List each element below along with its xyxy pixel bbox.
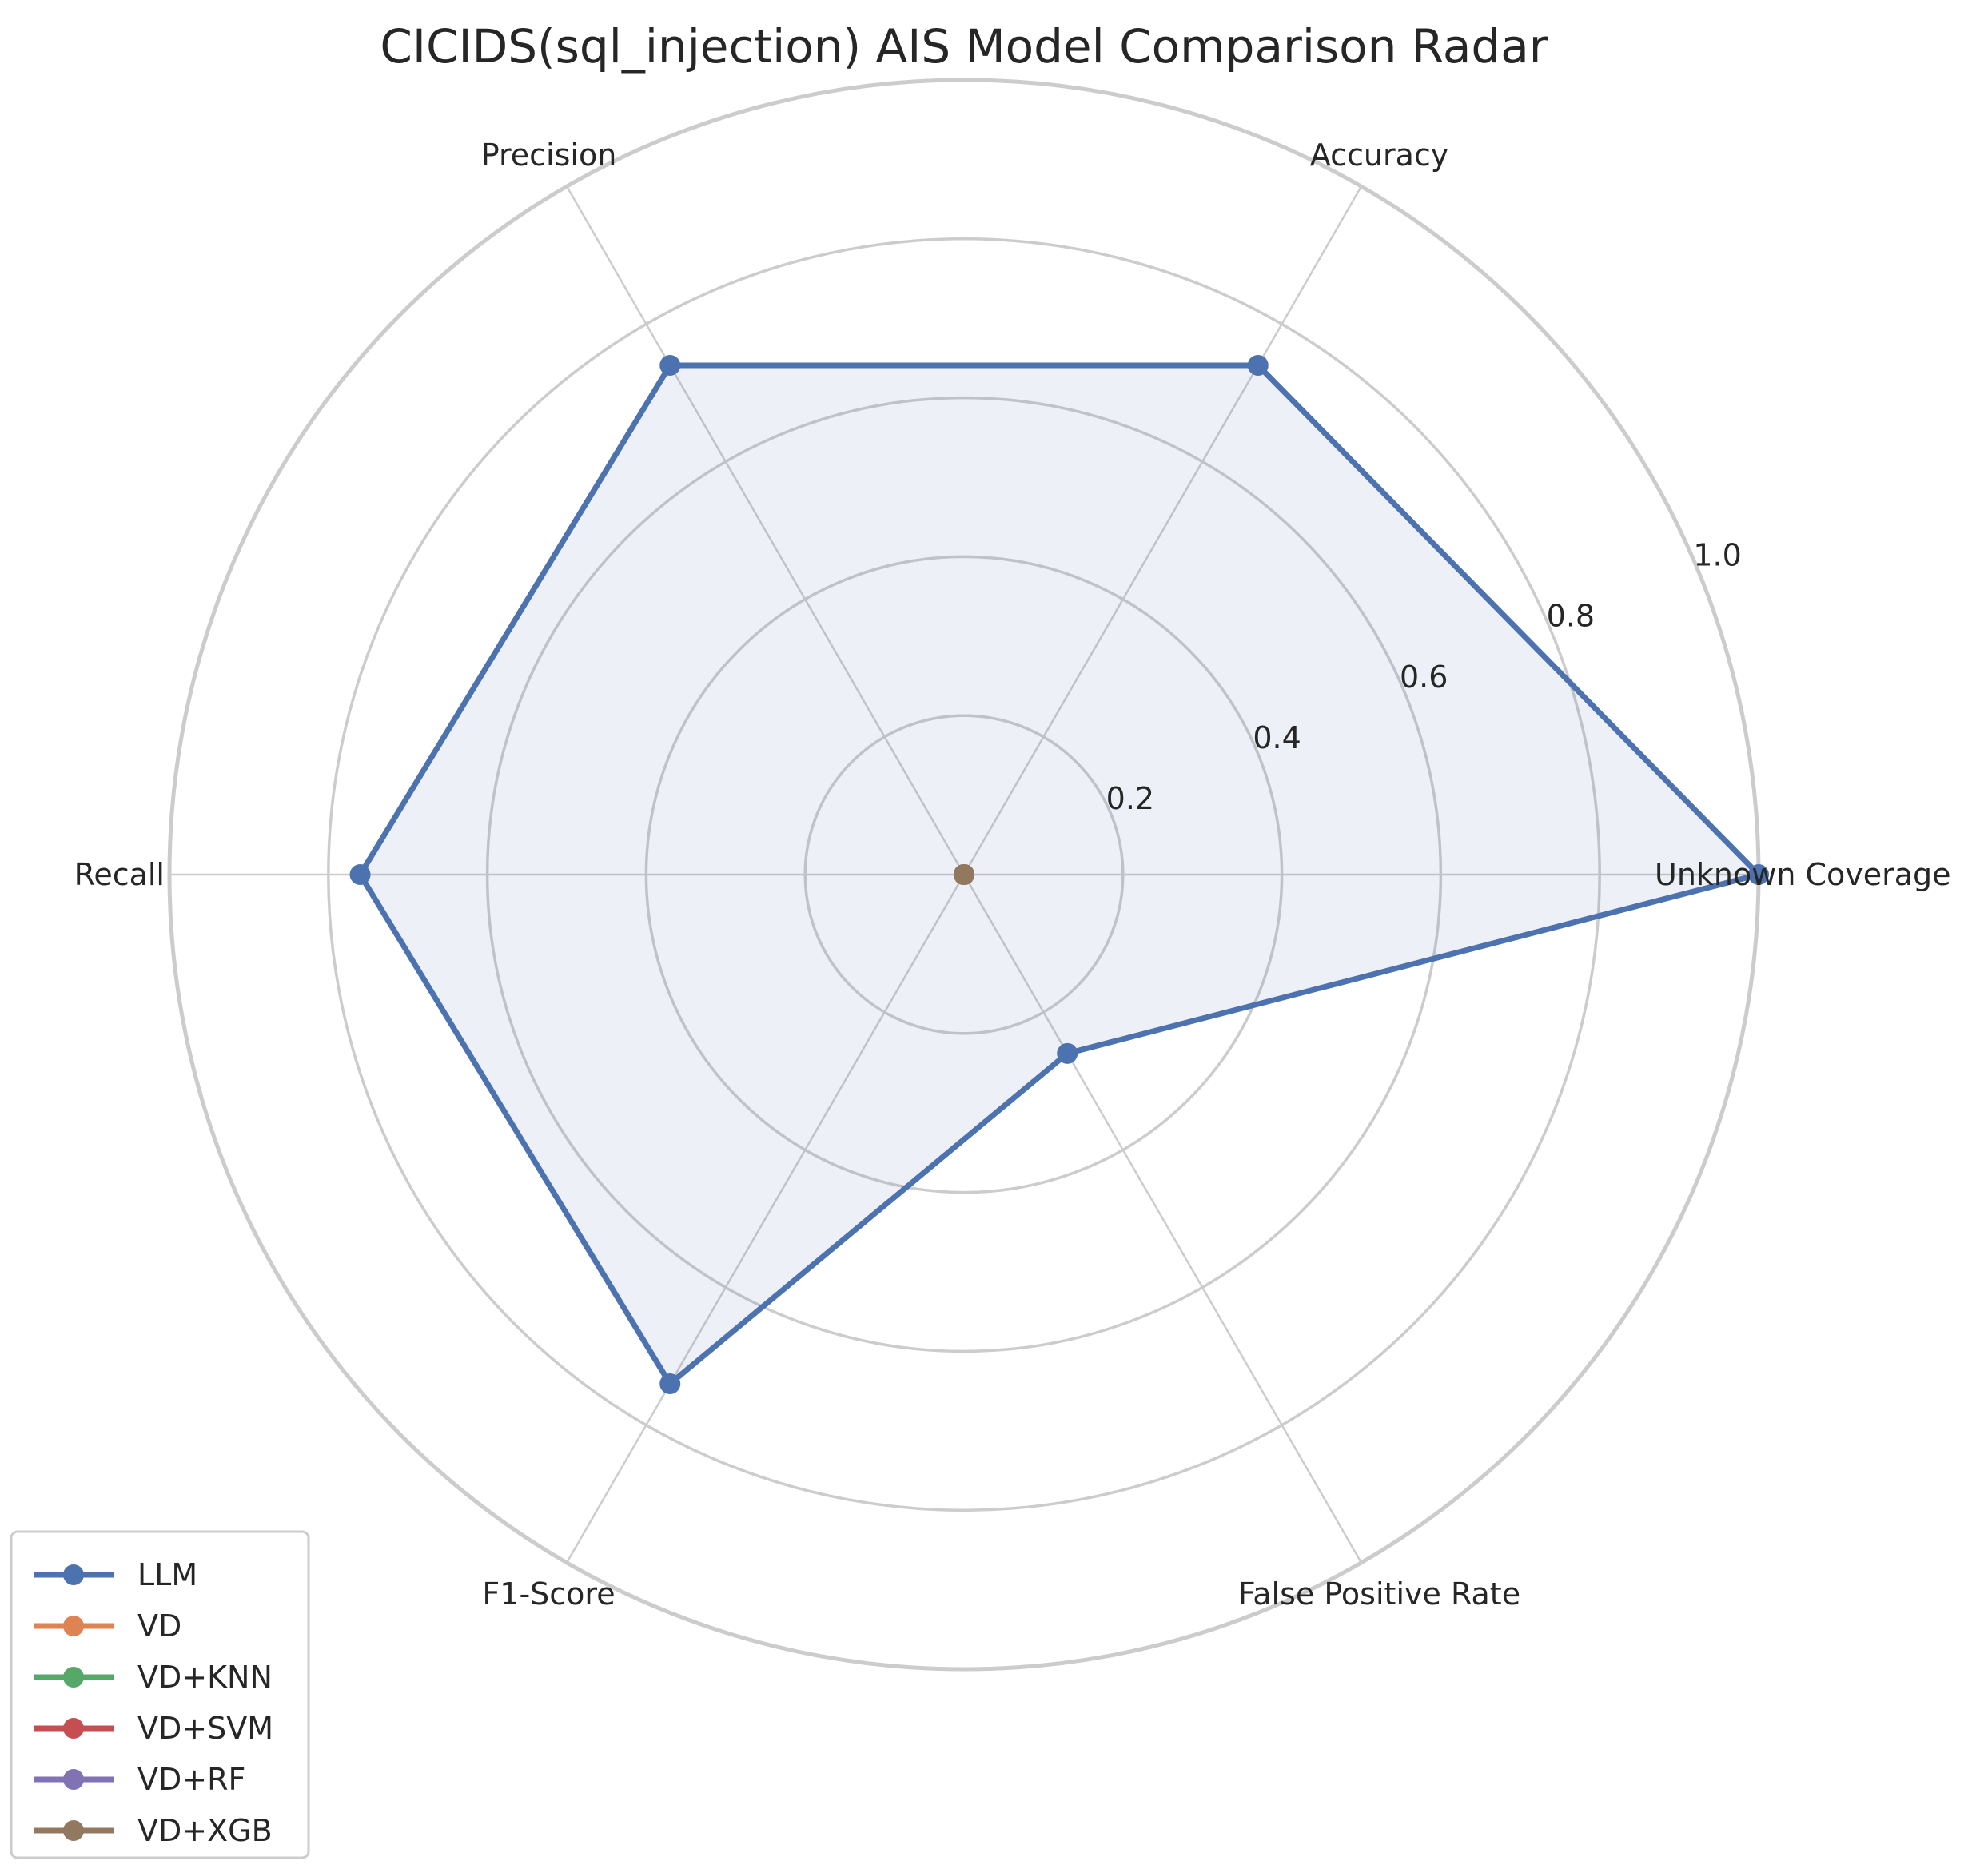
radial-tick-label: 1.0 <box>1693 538 1741 573</box>
legend-item-llm: LLM <box>34 1557 197 1592</box>
legend-item-vd: VD <box>34 1608 181 1644</box>
legend-label: VD+RF <box>137 1762 245 1797</box>
legend-swatch-marker <box>63 1769 84 1790</box>
radial-tick-label: 0.6 <box>1400 660 1448 695</box>
axis-label-f1-score: F1-Score <box>482 1576 615 1612</box>
legend-swatch-marker <box>63 1616 84 1636</box>
legend: LLM VD VD+KNN VD+SVM VD+RF VD+XGB <box>10 1530 310 1859</box>
axis-label-false-positive-rate: False Positive Rate <box>1238 1576 1520 1612</box>
data-point-llm <box>659 354 681 376</box>
data-point-llm <box>1247 354 1269 376</box>
legend-item-vd-rf: VD+RF <box>34 1762 245 1797</box>
legend-swatch-marker <box>63 1718 84 1739</box>
chart-title: CICIDS(sql_injection) AIS Model Comparis… <box>380 19 1548 74</box>
data-point-llm <box>1748 864 1769 885</box>
axis-label-precision: Precision <box>481 137 617 173</box>
legend-label: VD+XGB <box>137 1813 273 1848</box>
legend-swatch-marker <box>63 1667 84 1688</box>
legend-swatch-marker <box>63 1564 84 1585</box>
data-point-llm <box>349 864 371 885</box>
data-point-llm <box>1057 1042 1078 1064</box>
legend-box <box>10 1530 310 1859</box>
grid-spoke <box>962 874 1363 1564</box>
radar-labels: 0.2 0.4 0.6 0.8 1.0 Unknown Coverage Accuracy P… <box>74 137 1951 1612</box>
data-point-vd-xgb <box>954 864 974 885</box>
legend-label: VD+KNN <box>137 1660 273 1695</box>
radial-tick-label: 0.8 <box>1547 599 1595 634</box>
data-point-llm <box>659 1373 681 1395</box>
radial-tick-label: 0.2 <box>1106 781 1154 816</box>
legend-label: VD <box>137 1608 181 1644</box>
axis-label-unknown-coverage: Unknown Coverage <box>1655 857 1951 892</box>
legend-item-vd-xgb: VD+XGB <box>34 1813 273 1848</box>
legend-label: LLM <box>137 1557 197 1592</box>
legend-swatch-marker <box>63 1820 84 1841</box>
legend-item-vd-svm: VD+SVM <box>34 1711 273 1746</box>
axis-label-recall: Recall <box>74 857 165 892</box>
grid-spoke <box>962 185 1363 875</box>
series-fill-llm <box>360 365 1759 1384</box>
legend-label: VD+SVM <box>137 1711 273 1746</box>
axis-label-accuracy: Accuracy <box>1310 137 1449 173</box>
legend-item-vd-knn: VD+KNN <box>34 1660 273 1695</box>
radar-series <box>349 354 1769 1395</box>
grid-spoke <box>565 874 966 1564</box>
grid-spoke <box>565 185 966 875</box>
radial-tick-label: 0.4 <box>1253 720 1301 755</box>
